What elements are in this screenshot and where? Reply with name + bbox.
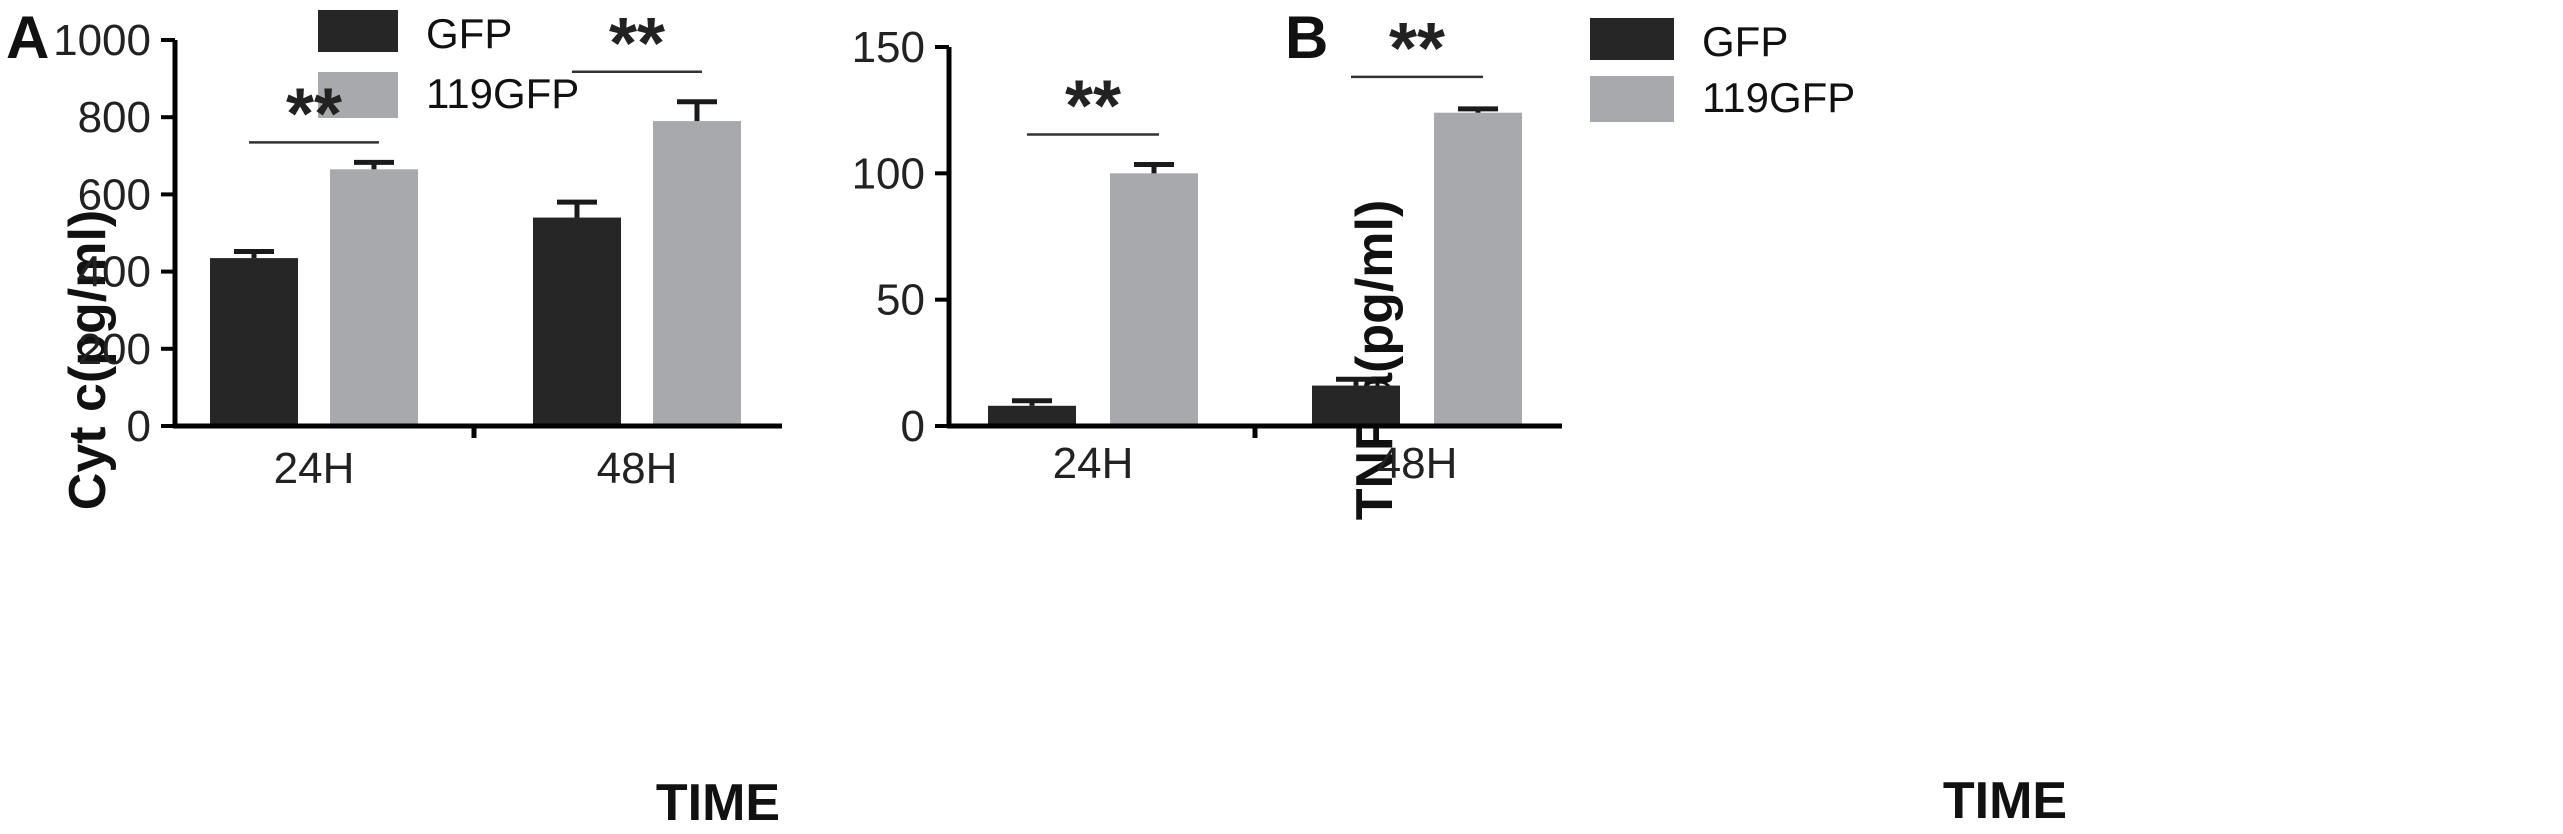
bar-gfp-24h xyxy=(988,405,1076,426)
significance-label: ** xyxy=(1065,66,1121,146)
panel-b-y-axis-title: TNF-a(pg/ml) xyxy=(1346,200,1404,521)
panel-a-x-axis-title: TIME xyxy=(656,774,780,832)
x-tick-label: 24H xyxy=(274,444,355,493)
panel-b-letter: B xyxy=(1285,4,1328,71)
panel-b-bars xyxy=(988,106,1522,427)
panel-a-y-axis-title: Cyt c(pg/ml) xyxy=(59,210,117,510)
panel-a-x-ticks: 24H 48H xyxy=(274,444,678,493)
panel-a-letter: A xyxy=(6,4,49,71)
x-tick-label: 48H xyxy=(597,444,678,493)
legend-b-swatch-gfp xyxy=(1590,18,1674,60)
significance-label: ** xyxy=(1389,9,1445,89)
x-tick-label: 24H xyxy=(1053,439,1134,488)
bar-119gfp-48h xyxy=(653,121,741,426)
panel-a-chart: A GFP 119GFP Cyt c(pg/ml) TIME 0 200 400 60… xyxy=(6,4,782,832)
panel-b-axes xyxy=(946,47,1562,438)
panel-a-significance: ** ** xyxy=(249,4,702,154)
bar-gfp-48h xyxy=(533,217,621,426)
bar-119gfp-48h xyxy=(1434,112,1522,427)
legend-a-swatch-gfp xyxy=(318,10,398,52)
bar-gfp-48h xyxy=(1312,385,1400,426)
y-tick-label: 0 xyxy=(127,402,151,451)
panel-b-x-axis-title: TIME xyxy=(1943,772,2067,830)
y-tick-label: 800 xyxy=(78,93,151,142)
y-tick-label: 100 xyxy=(852,149,925,198)
bar-gfp-24h xyxy=(210,258,298,426)
y-tick-label: 1000 xyxy=(53,16,151,65)
panel-b-x-ticks: 24H 48H xyxy=(1053,439,1458,488)
panel-b-significance: ** ** xyxy=(1027,9,1483,146)
legend-b-label-119gfp: 119GFP xyxy=(1702,74,1855,121)
panel-a-legend: GFP 119GFP xyxy=(318,10,579,118)
bar-119gfp-24h xyxy=(330,169,418,426)
legend-a-swatch-119gfp xyxy=(318,72,398,118)
y-tick-label: 50 xyxy=(876,276,925,325)
significance-label: ** xyxy=(609,4,665,84)
legend-b-swatch-119gfp xyxy=(1590,76,1674,122)
y-tick-label: 200 xyxy=(78,325,151,374)
significance-label: ** xyxy=(286,74,342,154)
panel-b-chart: B GFP 119GFP TNF-a(pg/ml) TIME 0 50 100 150… xyxy=(852,4,2068,830)
y-tick-label: 600 xyxy=(78,170,151,219)
x-tick-label: 48H xyxy=(1377,439,1458,488)
panel-a-axes xyxy=(172,40,782,438)
y-tick-label: 150 xyxy=(852,23,925,72)
panel-a-bars xyxy=(210,99,741,426)
panel-b-y-ticks: 0 50 100 150 xyxy=(852,23,949,451)
legend-a-label-119gfp: 119GFP xyxy=(426,70,579,117)
legend-b-label-gfp: GFP xyxy=(1702,18,1788,65)
legend-a-label-gfp: GFP xyxy=(426,10,512,57)
bar-119gfp-24h xyxy=(1110,173,1198,426)
y-tick-label: 0 xyxy=(901,402,925,451)
panel-b-legend: GFP 119GFP xyxy=(1590,18,1855,122)
y-tick-label: 400 xyxy=(78,248,151,297)
